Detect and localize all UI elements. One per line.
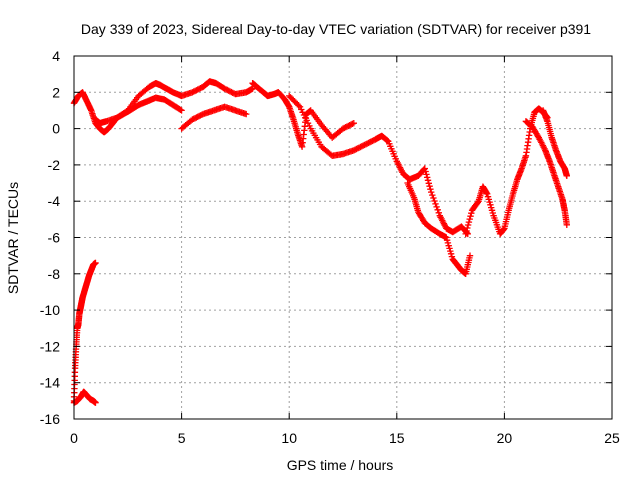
x-axis: 0 5 10 15 20 25 [70, 56, 620, 446]
data-point-marker [428, 188, 435, 196]
y-tick-label: 4 [52, 48, 60, 64]
data-point-marker [466, 215, 473, 223]
data-point-marker [462, 230, 469, 238]
y-tick-label: -4 [48, 193, 61, 209]
x-tick-label: 5 [178, 430, 186, 446]
data-point-marker [432, 200, 439, 208]
data-point-marker [444, 239, 452, 247]
data-point-marker [467, 213, 474, 220]
y-tick-label: -16 [40, 411, 60, 427]
data-point-marker [429, 191, 436, 199]
x-tick-label: 20 [497, 430, 513, 446]
data-point-marker [435, 209, 442, 216]
data-point-marker [465, 218, 473, 226]
data-point-marker [487, 201, 494, 208]
y-tick-label: 0 [52, 121, 60, 137]
data-point-marker [474, 199, 481, 206]
grid-lines [74, 56, 612, 419]
y-axis-label: SDTVAR / TECUs [5, 182, 21, 294]
data-point-marker [92, 259, 99, 267]
data-point-marker [422, 168, 429, 175]
y-tick-label: -2 [48, 157, 61, 173]
data-point-marker [463, 227, 470, 235]
y-axis: -16 -14 -12 -10 -8 -6 -4 -2 0 2 4 [40, 48, 612, 427]
data-point-marker [434, 206, 441, 213]
data-point-marker [468, 210, 475, 217]
x-tick-label: 25 [604, 430, 620, 446]
data-point-marker [430, 194, 437, 202]
data-point-marker [178, 107, 185, 114]
data-point-marker [424, 174, 431, 181]
data-point-marker [427, 186, 434, 193]
y-tick-label: -10 [40, 302, 60, 318]
chart-title: Day 339 of 2023, Sidereal Day-to-day VTE… [81, 21, 591, 37]
data-point-marker [484, 190, 491, 198]
data-point-marker [563, 221, 570, 228]
x-tick-label: 10 [281, 430, 297, 446]
data-point-marker [464, 224, 471, 232]
data-point-marker [421, 165, 428, 172]
y-tick-label: -12 [40, 338, 60, 354]
x-tick-label: 0 [70, 430, 78, 446]
data-point-marker [447, 250, 455, 257]
x-tick-label: 15 [389, 430, 405, 446]
y-tick-label: -8 [48, 266, 61, 282]
data-point-marker [92, 399, 99, 406]
y-tick-label: 2 [52, 84, 60, 100]
data-point-marker [425, 180, 432, 187]
data-point-marker [424, 177, 432, 184]
data-point-marker [295, 102, 302, 109]
data-point-marker [303, 117, 310, 124]
data-point-marker [298, 106, 305, 113]
data-point-marker [464, 221, 472, 229]
data-point-marker [431, 197, 438, 205]
data-point-marker [466, 252, 474, 259]
data-point-marker [243, 110, 250, 118]
data-points [70, 78, 570, 406]
data-point-marker [426, 183, 433, 190]
data-point-marker [350, 120, 357, 127]
data-point-marker [563, 172, 570, 179]
data-point-marker [423, 171, 430, 178]
y-tick-label: -14 [40, 375, 60, 391]
data-point-marker [433, 203, 440, 211]
y-tick-label: -6 [48, 230, 61, 246]
x-axis-label: GPS time / hours [287, 457, 394, 473]
